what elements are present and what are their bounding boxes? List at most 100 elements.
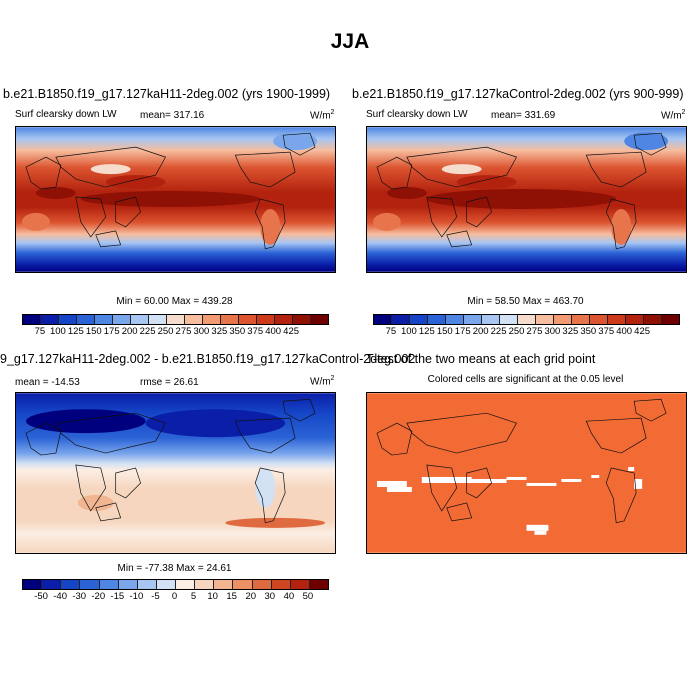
panel2-colorbar xyxy=(373,314,680,325)
panel2-colorbar-tick-label: 375 xyxy=(598,326,615,337)
panel2-title: b.e21.B1850.f19_g17.127kaControl-2deg.00… xyxy=(352,87,684,101)
panel4-field xyxy=(367,393,686,553)
panel2-colorbar-tick-label: 350 xyxy=(580,326,597,337)
panel3-colorbar-tick-label: -30 xyxy=(72,591,87,602)
panel1-colorbar-box-16 xyxy=(311,315,328,324)
panel2-colorbar-box-11 xyxy=(572,315,590,324)
panel2-field xyxy=(367,127,686,272)
panel3-colorbar-tick-label: -50 xyxy=(34,591,48,602)
panel2-units: W/m2 xyxy=(661,109,686,122)
panel2-colorbar-box-15 xyxy=(644,315,662,324)
panel2-colorbar-box-9 xyxy=(536,315,554,324)
panel1-colorbar-tick-label: 125 xyxy=(67,326,84,337)
panel1-colorbar-tick-label: 100 xyxy=(49,326,66,337)
panel2-colorbar-tick-label: 200 xyxy=(472,326,489,337)
panel2-colorbar-tick-label: 225 xyxy=(490,326,507,337)
panel3-colorbar-box-1 xyxy=(42,580,62,589)
panel1-colorbar-box-3 xyxy=(77,315,95,324)
panel3-colorbar-box-13 xyxy=(271,580,291,589)
panel1-map xyxy=(15,126,336,273)
panel2-colorbar-box-4 xyxy=(446,315,464,324)
panel1-colorbar-box-8 xyxy=(167,315,185,324)
panel4-map xyxy=(366,392,687,554)
panel3-colorbar-ticks: -50 -40 -30 -20 -15 -10 -5 0 5 10 15 20 30 40 50 xyxy=(22,591,327,603)
panel1-colorbar-tick-label: 150 xyxy=(85,326,102,337)
panel2-minmax: Min = 58.50 Max = 463.70 xyxy=(467,296,584,307)
panel1-colorbar-tick-label: 350 xyxy=(229,326,246,337)
panel3-colorbar-tick-label: 0 xyxy=(171,591,178,602)
panel1-colorbar-box-7 xyxy=(149,315,167,324)
panel1-colorbar-box-12 xyxy=(239,315,257,324)
panel3-colorbar-tick-label: -40 xyxy=(53,591,67,602)
panel1-colorbar-box-13 xyxy=(257,315,275,324)
panel2-colorbar-box-6 xyxy=(482,315,500,324)
panel3-colorbar-tick-label: 50 xyxy=(302,591,314,602)
panel1-colorbar-tick-label: 250 xyxy=(157,326,174,337)
panel3-colorbar-box-9 xyxy=(195,580,215,589)
panel2-colorbar-box-12 xyxy=(590,315,608,324)
panel2-map xyxy=(366,126,687,273)
panel2-colorbar-tick-label: 425 xyxy=(634,326,651,337)
panel1-colorbar-box-10 xyxy=(203,315,221,324)
panel2-colorbar-box-7 xyxy=(500,315,518,324)
panel2-colorbar-box-5 xyxy=(464,315,482,324)
panel1-colorbar-tick-label: 400 xyxy=(265,326,282,337)
panel3-colorbar-box-8 xyxy=(176,580,196,589)
panel2-colorbar-tick-label: 400 xyxy=(616,326,633,337)
panel2-colorbar-box-3 xyxy=(428,315,446,324)
panel1-colorbar-tick-label: 300 xyxy=(193,326,210,337)
panel3-colorbar-box-14 xyxy=(290,580,310,589)
panel4-title: T-test of the two means at each grid poi… xyxy=(366,352,596,366)
panel2-colorbar-tick-label: 275 xyxy=(526,326,543,337)
panel1-colorbar-box-5 xyxy=(113,315,131,324)
panel1-colorbar-box-6 xyxy=(131,315,149,324)
panel1-colorbar-box-2 xyxy=(59,315,77,324)
panel2-mean: mean= 331.69 xyxy=(491,110,556,121)
panel3-colorbar-box-6 xyxy=(137,580,157,589)
panel2-colorbar-ticks: 75 100 125 150 175 200 225 250 275 300 325 350 375 40… xyxy=(373,326,678,338)
panel2-colorbar-tick-label: 100 xyxy=(400,326,417,337)
panel2-colorbar-tick-label: 150 xyxy=(436,326,453,337)
panel3-colorbar-box-11 xyxy=(233,580,253,589)
panel3-colorbar-box-4 xyxy=(99,580,119,589)
panel2-colorbar-tick-label: 75 xyxy=(385,326,397,337)
panel3-colorbar-tick-label: 40 xyxy=(283,591,295,602)
panel1-title: b.e21.B1850.f19_g17.127kaH11-2deg.002 (y… xyxy=(3,87,331,101)
panel3-field xyxy=(16,393,335,553)
panel3-colorbar-box-7 xyxy=(156,580,176,589)
panel1-field xyxy=(16,127,335,272)
panel2-colorbar-tick-label: 300 xyxy=(544,326,561,337)
panel2-colorbar-box-16 xyxy=(662,315,679,324)
panel3-colorbar-box-3 xyxy=(80,580,100,589)
panel3-minmax: Min = -77.38 Max = 24.61 xyxy=(117,563,232,574)
panel1-colorbar-tick-label: 275 xyxy=(175,326,192,337)
panel3-colorbar-tick-label: -15 xyxy=(110,591,125,602)
panel1-colorbar-tick-label: 175 xyxy=(103,326,120,337)
panel3-colorbar-tick-label: 15 xyxy=(226,591,237,602)
panel4-subtitle: Colored cells are significant at the 0.0… xyxy=(427,374,624,385)
panel2-colorbar-tick-label: 325 xyxy=(562,326,579,337)
panel3-colorbar-tick-label: -10 xyxy=(129,591,144,602)
panel2-colorbar-box-10 xyxy=(554,315,572,324)
panel3-colorbar-box-5 xyxy=(118,580,138,589)
panel2-colorbar-box-13 xyxy=(608,315,626,324)
panel2-colorbar-tick-label: 125 xyxy=(418,326,435,337)
panel2-colorbar-box-1 xyxy=(392,315,410,324)
panel2-colorbar-box-8 xyxy=(518,315,536,324)
panel1-colorbar-box-9 xyxy=(185,315,203,324)
panel3-colorbar-box-12 xyxy=(252,580,272,589)
panel1-colorbar-tick-label: 75 xyxy=(34,326,46,337)
panel1-colorbar-box-14 xyxy=(275,315,293,324)
panel1-variable: Surf clearsky down LW xyxy=(15,109,117,120)
panel2-colorbar-tick-label: 175 xyxy=(454,326,471,337)
panel1-colorbar-tick-label: 325 xyxy=(211,326,228,337)
panel1-mean: mean= 317.16 xyxy=(140,110,205,121)
panel3-colorbar-tick-label: -5 xyxy=(151,591,160,602)
panel2-colorbar-box-0 xyxy=(374,315,392,324)
panel2-colorbar-tick-label: 250 xyxy=(508,326,525,337)
panel1-units: W/m2 xyxy=(310,109,335,122)
panel3-colorbar-box-15 xyxy=(309,580,328,589)
panel3-colorbar-tick-label: 10 xyxy=(207,591,218,602)
panel2-colorbar-box-14 xyxy=(626,315,644,324)
panel3-colorbar-tick-label: -20 xyxy=(91,591,106,602)
